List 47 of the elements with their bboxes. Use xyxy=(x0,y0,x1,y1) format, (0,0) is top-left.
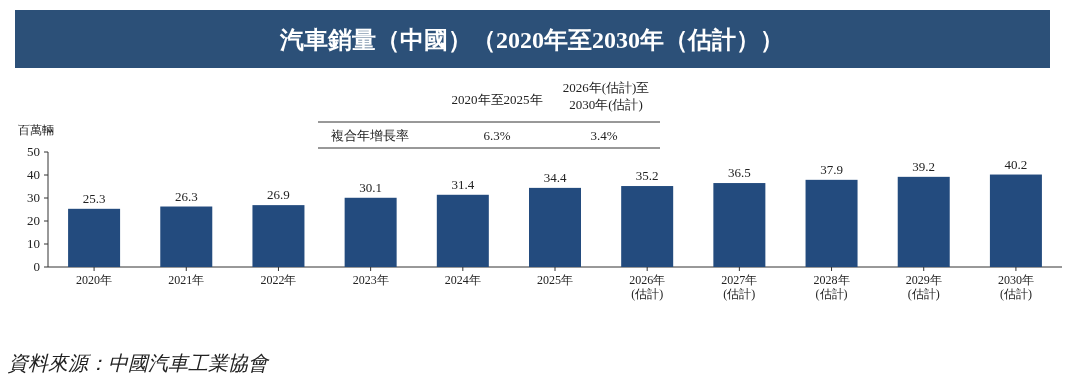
bar xyxy=(252,205,305,267)
data-label: 36.5 xyxy=(727,165,751,181)
y-axis-title: 百萬輛 xyxy=(18,123,54,137)
x-tick-label: 2025年 xyxy=(537,273,573,287)
text: 複合年增長率 xyxy=(331,128,409,143)
x-tick-label: 2026年 (估計) xyxy=(629,273,666,301)
x-tick-label: 2027年 (估計) xyxy=(721,273,758,301)
bar xyxy=(529,187,581,267)
x-tick-label: 2023年 xyxy=(352,273,389,287)
y-tick-label: 50 xyxy=(27,144,40,159)
y-tick-label: 10 xyxy=(27,236,40,251)
bar xyxy=(713,183,766,267)
x-tick-label: 2021年 xyxy=(168,273,205,287)
y-tick-label: 40 xyxy=(27,167,40,182)
y-tick-label: 30 xyxy=(27,190,40,205)
x-tick-label: 2029年 (估計) xyxy=(905,273,942,301)
bar xyxy=(160,206,213,267)
bar xyxy=(436,194,489,267)
x-tick-label: 2028年 (估計) xyxy=(813,273,850,301)
chart-title: 汽車銷量（中國）（2020年至2030年（估計）） xyxy=(279,27,784,53)
bar xyxy=(989,174,1042,267)
data-label: 40.2 xyxy=(1004,156,1028,172)
text: 3.4% xyxy=(590,128,618,143)
data-label: 26.9 xyxy=(267,187,290,203)
data-label: 35.2 xyxy=(635,168,659,184)
x-tick-label: 2030年 (估計) xyxy=(997,273,1034,301)
x-tick-label: 2024年 xyxy=(444,273,481,287)
data-label: 25.3 xyxy=(82,190,106,206)
y-tick-label: 20 xyxy=(27,213,40,228)
source-note: 資料來源：中國汽車工業協會 xyxy=(8,352,270,374)
bar xyxy=(68,208,121,267)
data-label: 26.3 xyxy=(174,188,198,204)
data-label: 34.4 xyxy=(543,169,567,185)
bar xyxy=(344,197,397,267)
text: 6.3% xyxy=(483,128,511,143)
bar xyxy=(897,176,950,267)
y-tick-label: 0 xyxy=(33,259,40,274)
x-tick-label: 2020年 xyxy=(76,273,113,287)
text: 2020年至2025年 xyxy=(451,92,543,107)
data-label: 31.4 xyxy=(451,176,475,192)
data-label: 37.9 xyxy=(820,161,843,177)
bar xyxy=(805,179,858,267)
bar xyxy=(621,186,674,267)
data-label: 30.1 xyxy=(359,179,383,195)
x-tick-label: 2022年 xyxy=(260,273,297,287)
data-label: 39.2 xyxy=(912,158,936,174)
text: 2026年(估計)至 2030年(估計) xyxy=(562,80,650,112)
